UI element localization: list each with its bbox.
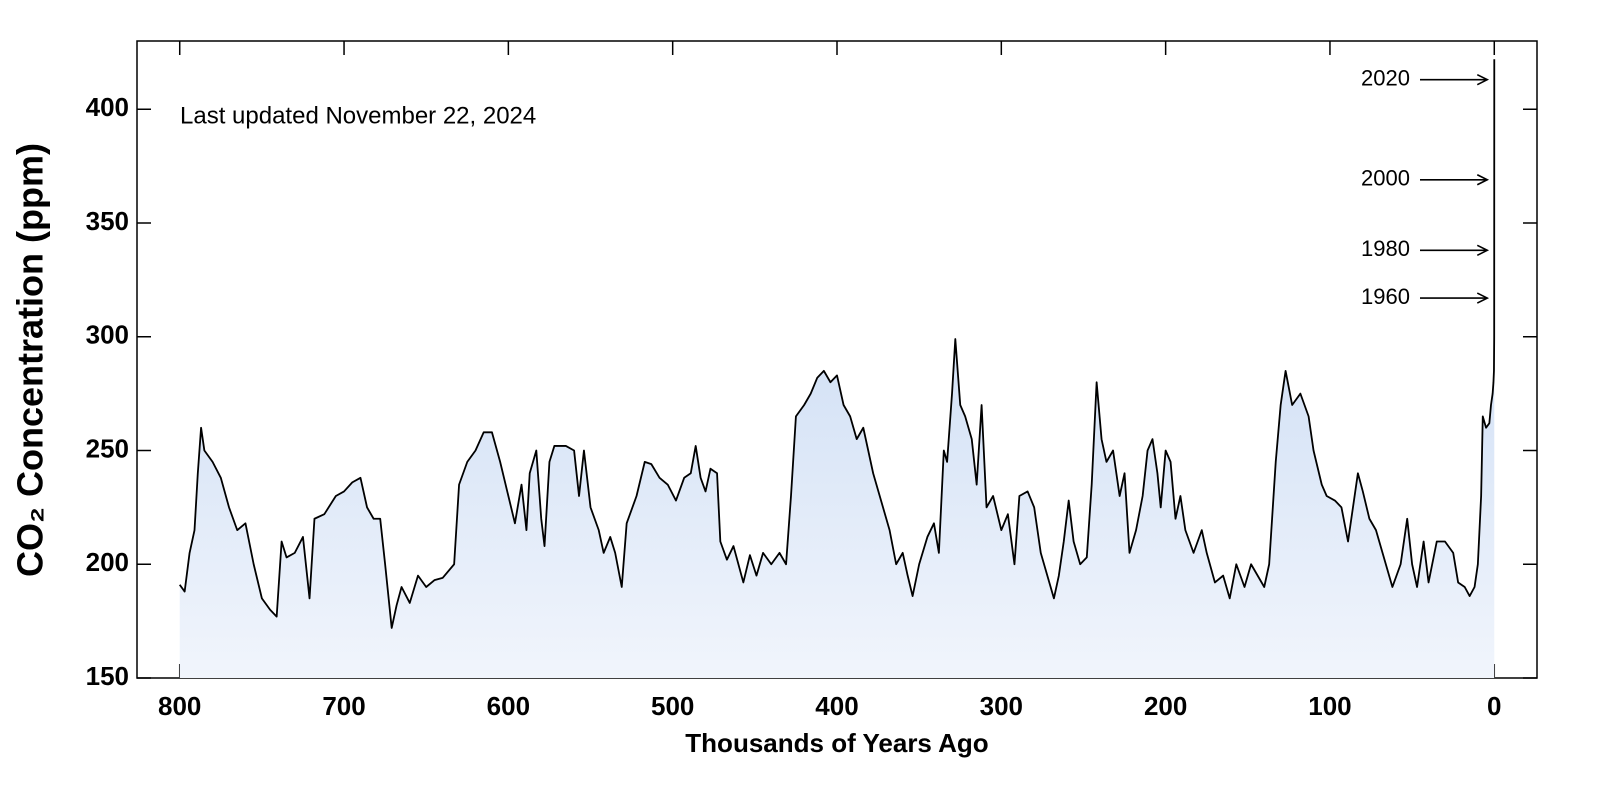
x-axis-title: Thousands of Years Ago <box>685 728 988 758</box>
x-tick-label: 200 <box>1144 691 1187 721</box>
annotation-arrowhead <box>1476 244 1490 257</box>
x-tick-label: 100 <box>1308 691 1351 721</box>
y-tick-label: 300 <box>86 320 129 350</box>
annotation-label: 1960 <box>1361 284 1410 309</box>
y-tick-label: 200 <box>86 547 129 577</box>
x-tick-label: 600 <box>487 691 530 721</box>
chart-title: Last updated November 22, 2024 <box>180 102 536 129</box>
x-tick-label: 0 <box>1487 691 1501 721</box>
x-tick-label: 700 <box>322 691 365 721</box>
x-tick-label: 400 <box>815 691 858 721</box>
x-tick-label: 800 <box>158 691 201 721</box>
annotation-label: 1980 <box>1361 236 1410 261</box>
y-axis-title: CO₂ Concentration (ppm) <box>10 143 51 577</box>
annotation-label: 2020 <box>1361 65 1410 90</box>
y-tick-label: 150 <box>86 661 129 691</box>
area <box>179 59 1495 678</box>
y-tick-label: 400 <box>86 92 129 122</box>
annotation-arrowhead <box>1476 292 1490 304</box>
annotation-arrowhead <box>1476 73 1490 86</box>
x-tick-label: 300 <box>980 691 1023 721</box>
y-tick-label: 350 <box>86 206 129 236</box>
annotation-label: 2000 <box>1361 166 1410 191</box>
annotation-arrowhead <box>1476 174 1490 186</box>
line <box>178 59 1496 629</box>
y-tick-label: 250 <box>86 433 129 463</box>
x-tick-label: 500 <box>651 691 694 721</box>
